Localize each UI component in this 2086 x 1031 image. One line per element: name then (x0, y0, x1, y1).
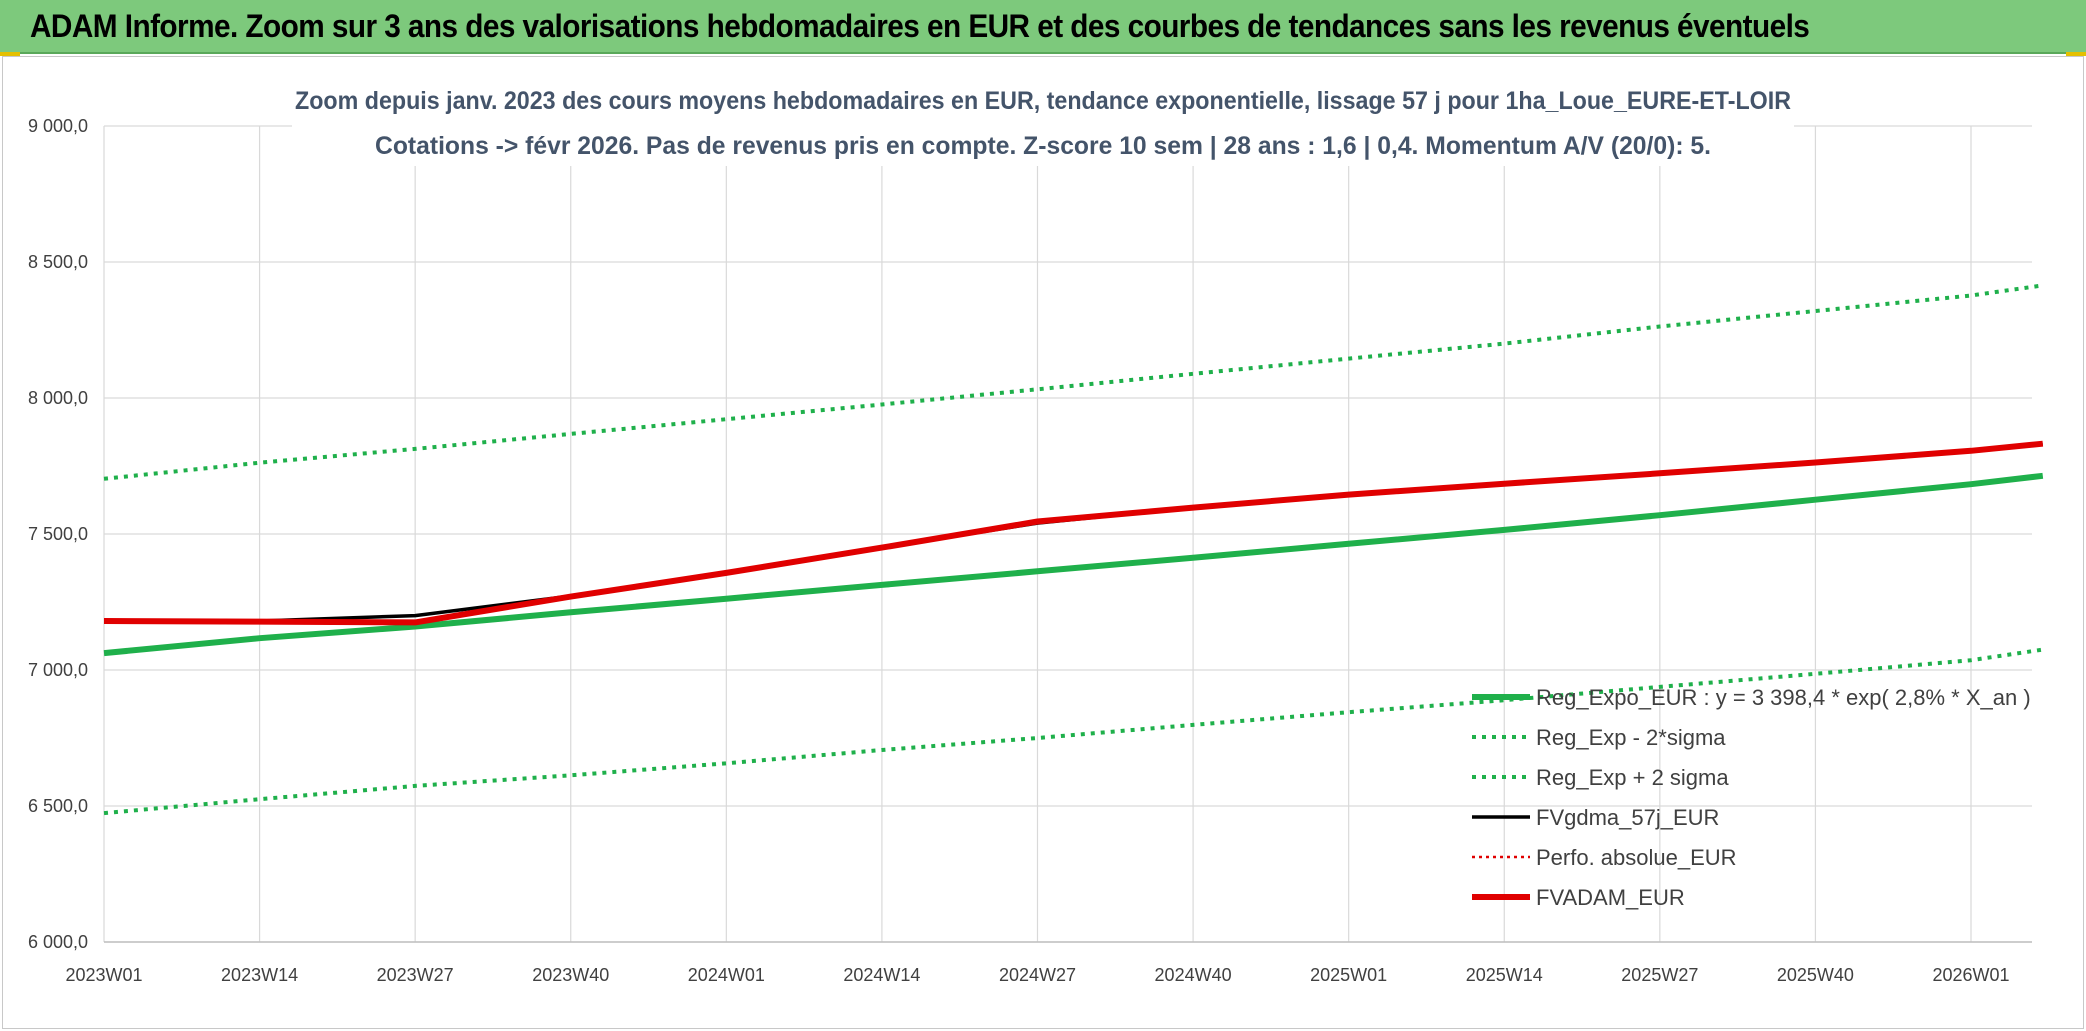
chart-title-background (292, 80, 1794, 166)
y-tick-label: 8 500,0 (28, 252, 88, 272)
gridlines (103, 125, 2032, 943)
x-axis-tick-labels: 2023W01 2023W14 2023W27 2023W40 2024W01 2024W… (65, 965, 2009, 985)
legend-label-1: Reg_Exp - 2*sigma (1536, 725, 1726, 750)
report-title: ADAM Informe. Zoom sur 3 ans des valoris… (30, 8, 1810, 44)
series-line-5 (103, 440, 2044, 626)
y-tick-label: 6 500,0 (28, 796, 88, 816)
x-tick-label: 2023W27 (377, 965, 454, 985)
chart-title-line1: Zoom depuis janv. 2023 des cours moyens … (295, 87, 1791, 115)
series-line-1 (103, 647, 2044, 816)
chart-frame (2, 56, 2084, 1029)
x-tick-label: 2024W14 (843, 965, 920, 985)
report-banner: ADAM Informe. Zoom sur 3 ans des valoris… (0, 0, 2086, 54)
x-tick-label: 2024W40 (1155, 965, 1232, 985)
x-tick-label: 2025W01 (1310, 965, 1387, 985)
series-line-3 (104, 442, 2043, 623)
x-tick-label: 2024W01 (688, 965, 765, 985)
x-tick-label: 2025W40 (1777, 965, 1854, 985)
chart-title-line2: Cotations -> févr 2026. Pas de revenus p… (375, 132, 1711, 160)
legend-label-2: Reg_Exp + 2 sigma (1536, 765, 1729, 790)
y-tick-label: 9 000,0 (28, 116, 88, 136)
y-tick-label: 7 500,0 (28, 524, 88, 544)
y-axis-tick-labels: 6 000,0 6 500,0 7 000,0 7 500,0 8 000,0 8 500… (28, 116, 88, 952)
y-tick-label: 8 000,0 (28, 388, 88, 408)
y-tick-label: 7 000,0 (28, 660, 88, 680)
series-line-0 (103, 472, 2044, 657)
corner-marker-left (0, 52, 20, 56)
series-lines (103, 283, 2044, 816)
legend-label-3: FVgdma_57j_EUR (1536, 805, 1719, 830)
corner-marker-right (2066, 52, 2086, 56)
legend-label-4: Perfo. absolue_EUR (1536, 845, 1737, 870)
x-tick-label: 2025W27 (1621, 965, 1698, 985)
x-tick-label: 2026W01 (1932, 965, 2009, 985)
legend-label-0: Reg_Expo_EUR : y = 3 398,4 * exp( 2,8% *… (1536, 685, 2031, 710)
legend: Reg_Expo_EUR : y = 3 398,4 * exp( 2,8% *… (1472, 685, 2031, 910)
x-tick-label: 2023W14 (221, 965, 298, 985)
legend-label-5: FVADAM_EUR (1536, 885, 1685, 910)
x-tick-label: 2023W01 (65, 965, 142, 985)
x-tick-label: 2023W40 (532, 965, 609, 985)
y-tick-label: 6 000,0 (28, 932, 88, 952)
x-tick-label: 2024W27 (999, 965, 1076, 985)
series-line-2 (103, 283, 2044, 481)
x-tick-label: 2025W14 (1466, 965, 1543, 985)
